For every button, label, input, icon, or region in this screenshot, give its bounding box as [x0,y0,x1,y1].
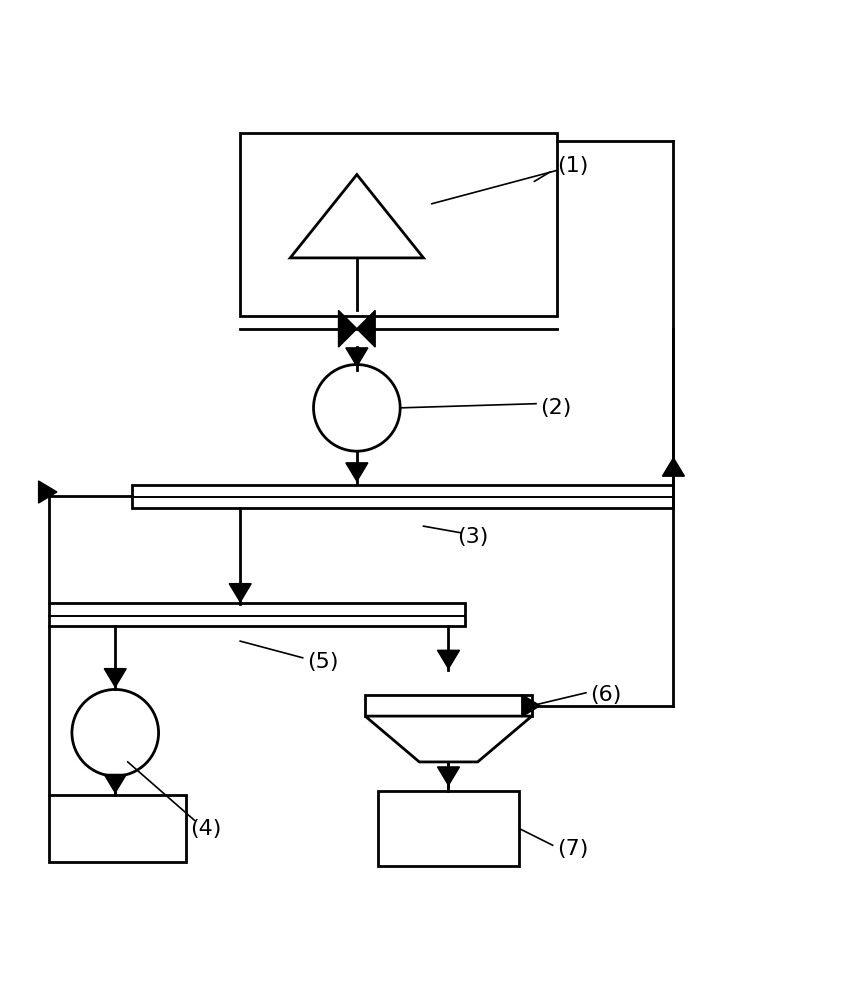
Polygon shape [346,463,368,482]
Polygon shape [662,458,684,477]
Text: (2): (2) [540,398,572,418]
Polygon shape [346,348,368,367]
Bar [48,602,465,626]
Bar [48,795,186,862]
Polygon shape [357,311,375,347]
Bar [132,485,673,507]
Polygon shape [104,774,126,793]
Circle shape [313,365,400,452]
Circle shape [72,689,158,776]
Bar [241,133,556,317]
Text: (7): (7) [556,839,588,859]
Polygon shape [104,668,126,687]
Polygon shape [438,650,459,668]
Polygon shape [291,175,424,258]
Text: (3): (3) [457,527,488,547]
Text: (4): (4) [191,818,222,838]
Polygon shape [438,767,459,785]
Text: (5): (5) [307,652,338,672]
Text: (1): (1) [556,156,588,176]
Text: (6): (6) [590,685,622,705]
Polygon shape [39,481,57,503]
Polygon shape [365,716,532,762]
Polygon shape [522,694,540,716]
Polygon shape [230,583,252,602]
Bar [365,695,532,716]
Bar [378,791,519,866]
Polygon shape [339,311,357,347]
